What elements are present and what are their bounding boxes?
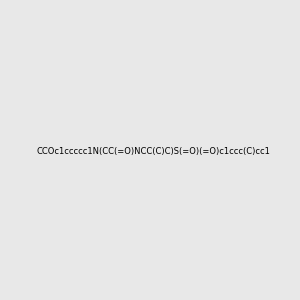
Text: CCOc1ccccc1N(CC(=O)NCC(C)C)S(=O)(=O)c1ccc(C)cc1: CCOc1ccccc1N(CC(=O)NCC(C)C)S(=O)(=O)c1cc… (37, 147, 271, 156)
